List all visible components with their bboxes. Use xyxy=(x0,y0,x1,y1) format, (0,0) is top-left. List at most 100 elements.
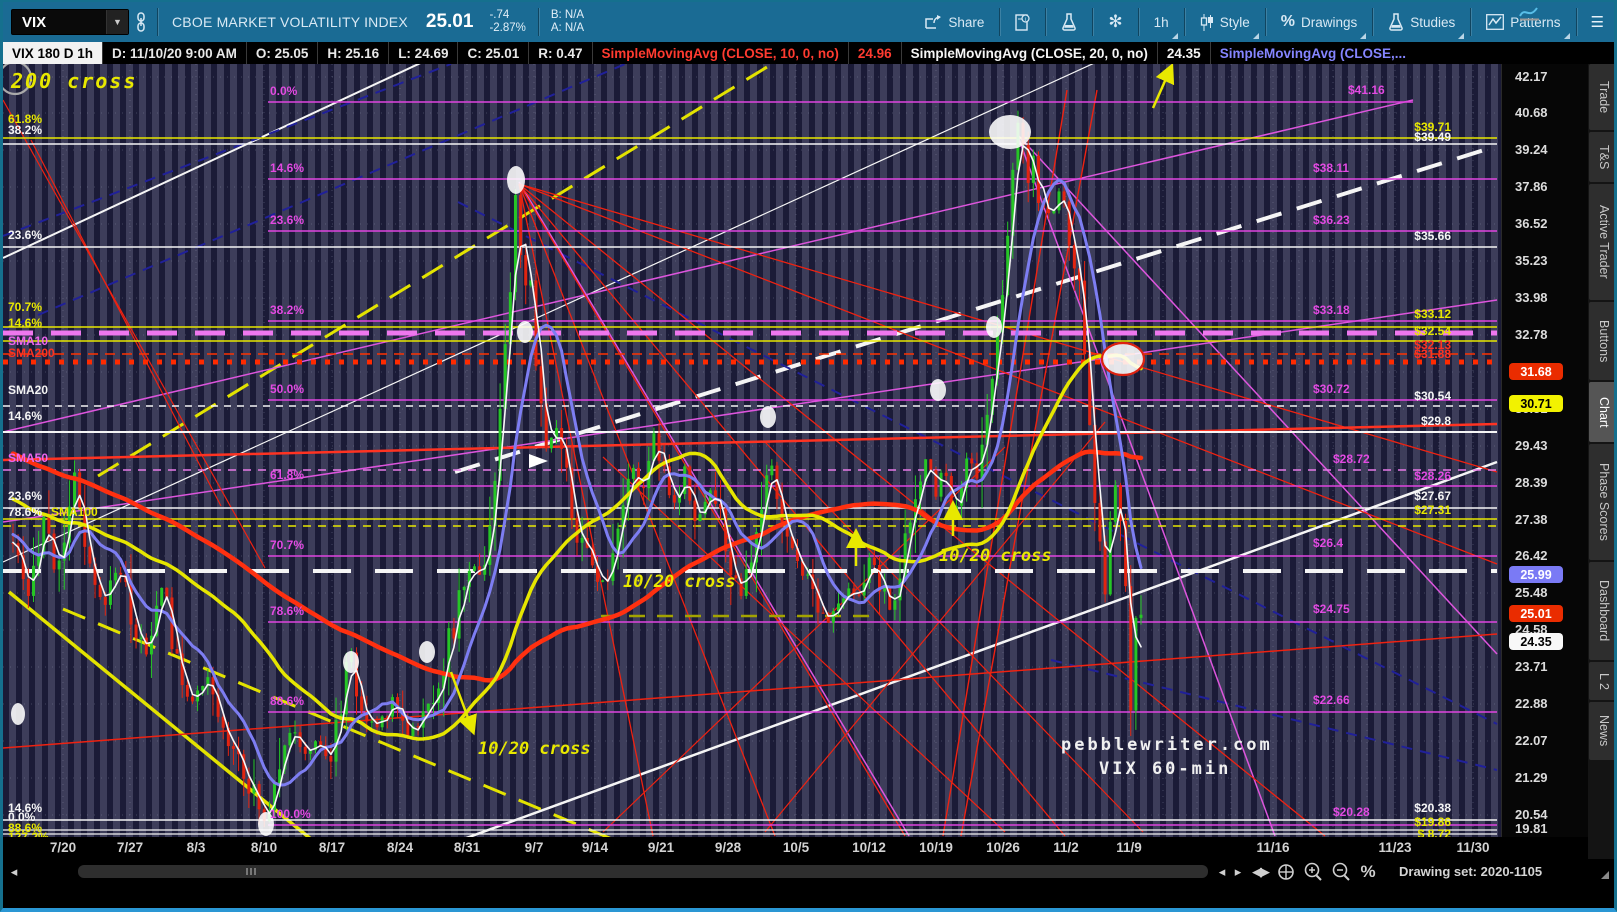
date-tick: 9/21 xyxy=(647,840,675,855)
style-button[interactable]: Style xyxy=(1189,2,1261,42)
white-wedge-arrow xyxy=(529,454,548,468)
chart-label: $19.86 xyxy=(1414,815,1451,829)
flask-button[interactable] xyxy=(1050,2,1088,42)
chart-descriptor[interactable]: VIX 180 D 1h xyxy=(3,42,104,64)
scroll-left-arrow[interactable]: ◂ xyxy=(10,864,18,879)
note-icon: i xyxy=(1015,13,1031,31)
price-tick: 39.24 xyxy=(1515,142,1548,157)
separator xyxy=(1372,8,1374,36)
separator xyxy=(1575,8,1577,36)
study-label-sma20[interactable]: SimpleMovingAvg (CLOSE, 20, 0, no) xyxy=(902,42,1158,64)
menu-button[interactable]: ☰ xyxy=(1581,2,1614,42)
tab-trade[interactable]: Trade xyxy=(1589,64,1614,130)
chart-scrollbar[interactable] xyxy=(78,865,1208,878)
chart-label: $32.54 xyxy=(1414,324,1451,338)
price-tick: 23.71 xyxy=(1515,659,1548,674)
chart-label: $33.18 xyxy=(1313,303,1350,317)
zoom-in-icon[interactable] xyxy=(1301,861,1325,883)
scrollbar-grip[interactable] xyxy=(246,868,256,875)
chart-area[interactable]: 200 cross 10/20 cross 10/20 cross 10/20 cro… xyxy=(3,64,1501,837)
study-label-sma50[interactable]: SimpleMovingAvg (CLOSE,... xyxy=(1219,45,1406,61)
link-button[interactable] xyxy=(129,2,153,42)
chart-label: SMA200 xyxy=(8,346,55,360)
chart-label: SMA50 xyxy=(8,451,48,465)
chart-label: $35.66 xyxy=(1414,229,1451,243)
crosshair-pan-icon[interactable] xyxy=(1275,861,1297,883)
percent-icon: % xyxy=(1280,13,1295,30)
tab-buttons[interactable]: Buttons xyxy=(1589,302,1614,380)
date-tick: 11/16 xyxy=(1256,840,1290,855)
separator xyxy=(157,8,158,36)
chart-label: $20.28 xyxy=(1333,805,1370,819)
date-tick: 8/17 xyxy=(318,840,346,855)
separator xyxy=(1092,8,1094,36)
chart-label: $39.71 xyxy=(1414,120,1451,134)
chart-label: 10/20 cross xyxy=(623,572,736,592)
studies-button[interactable]: Studies xyxy=(1377,2,1466,42)
tab-phase-scores[interactable]: Phase Scores xyxy=(1589,444,1614,560)
interval-button[interactable]: 1h xyxy=(1143,2,1180,42)
chart-label: 70.7% xyxy=(270,538,304,552)
date-tick: 11/23 xyxy=(1378,840,1412,855)
chart-label: $30.72 xyxy=(1313,382,1350,396)
price-tick: 37.86 xyxy=(1515,179,1548,194)
resize-corner[interactable] xyxy=(1601,871,1609,879)
tab-news[interactable]: News xyxy=(1589,702,1614,760)
change-block: -.74 -2.87% xyxy=(481,9,533,35)
chart-label: $24.75 xyxy=(1313,602,1350,616)
patterns-button[interactable]: Patterns xyxy=(1475,2,1571,42)
pan-left-button[interactable]: ◂ xyxy=(1218,864,1226,879)
chart-label: $28.72 xyxy=(1333,452,1370,466)
separator xyxy=(1470,8,1472,36)
chart-label: 61.8% xyxy=(270,468,304,482)
chart-label: $26.4 xyxy=(1313,536,1343,550)
date-tick: 8/31 xyxy=(453,840,481,855)
zoom-out-icon[interactable] xyxy=(1329,861,1353,883)
symbol-value[interactable]: VIX xyxy=(22,13,47,31)
marker-ovals xyxy=(3,64,1146,836)
price-tick: 42.17 xyxy=(1515,69,1548,84)
symbol-input[interactable]: VIX ▼ xyxy=(11,9,129,35)
chart-label: $ 8.72 xyxy=(1418,827,1452,837)
date-tick: 11/30 xyxy=(1456,840,1490,855)
tab-l2[interactable]: L 2 xyxy=(1589,662,1614,700)
tab-chart[interactable]: Chart xyxy=(1589,382,1614,442)
legend-high: H: 25.16 xyxy=(318,42,390,64)
ask-value: A: N/A xyxy=(550,22,585,34)
tab-active-trader[interactable]: Active Trader xyxy=(1589,184,1614,300)
price-badge: 24.35 xyxy=(1509,633,1563,650)
flask-icon xyxy=(1062,13,1077,31)
hamburger-icon: ☰ xyxy=(1590,14,1604,31)
study-label-sma10[interactable]: SimpleMovingAvg (CLOSE, 10, 0, no) xyxy=(593,42,849,64)
drawing-set-selector[interactable]: Drawing set: 2020-1105 xyxy=(1399,864,1543,879)
price-tick: 35.23 xyxy=(1515,253,1548,268)
flatten-studies-icon[interactable] xyxy=(1517,4,1545,22)
settings-button[interactable]: ✻ xyxy=(1097,2,1133,42)
share-icon xyxy=(925,14,942,29)
pan-right-button[interactable]: ▸ xyxy=(1234,864,1242,879)
price-tick: 40.68 xyxy=(1515,105,1548,120)
grid-lines xyxy=(3,64,1497,837)
percent-scale-icon[interactable]: % xyxy=(1360,862,1376,881)
fit-width-button[interactable]: ◀▶ xyxy=(1252,864,1270,879)
legend-open: O: 25.05 xyxy=(247,42,319,64)
study-value-sma20: 24.35 xyxy=(1158,42,1211,64)
chart-labels: 200 cross 10/20 cross 10/20 cross 10/20 cro… xyxy=(8,69,1451,837)
chart-label: 14.6% xyxy=(8,409,42,423)
price-tick: 21.29 xyxy=(1515,770,1548,785)
drawings-button[interactable]: % Drawings xyxy=(1270,2,1369,42)
chart-label: 23.6% xyxy=(270,213,304,227)
price-axis[interactable]: 42.17 40.68 39.24 37.86 36.52 35.23 33.98 32.78… xyxy=(1501,64,1588,837)
chart-label: $41.16 xyxy=(1348,83,1385,97)
tab-dashboard[interactable]: Dashboard xyxy=(1589,562,1614,660)
chart-label: 23.6% xyxy=(8,489,42,503)
candlestick-icon xyxy=(1200,13,1213,31)
share-button[interactable]: Share xyxy=(914,2,995,42)
symbol-dropdown-arrow[interactable]: ▼ xyxy=(106,10,128,34)
drawings-label: Drawings xyxy=(1300,14,1358,30)
chart-notes-button[interactable]: i xyxy=(1004,2,1041,42)
price-badge: 25.99 xyxy=(1509,566,1563,583)
time-axis[interactable]: 7/20 7/27 8/3 8/10 8/17 8/24 8/31 9/7 9/14 9/21 9/… xyxy=(3,837,1501,859)
tab-time-and-sales[interactable]: T&S xyxy=(1589,132,1614,182)
date-tick: 10/5 xyxy=(782,840,810,855)
